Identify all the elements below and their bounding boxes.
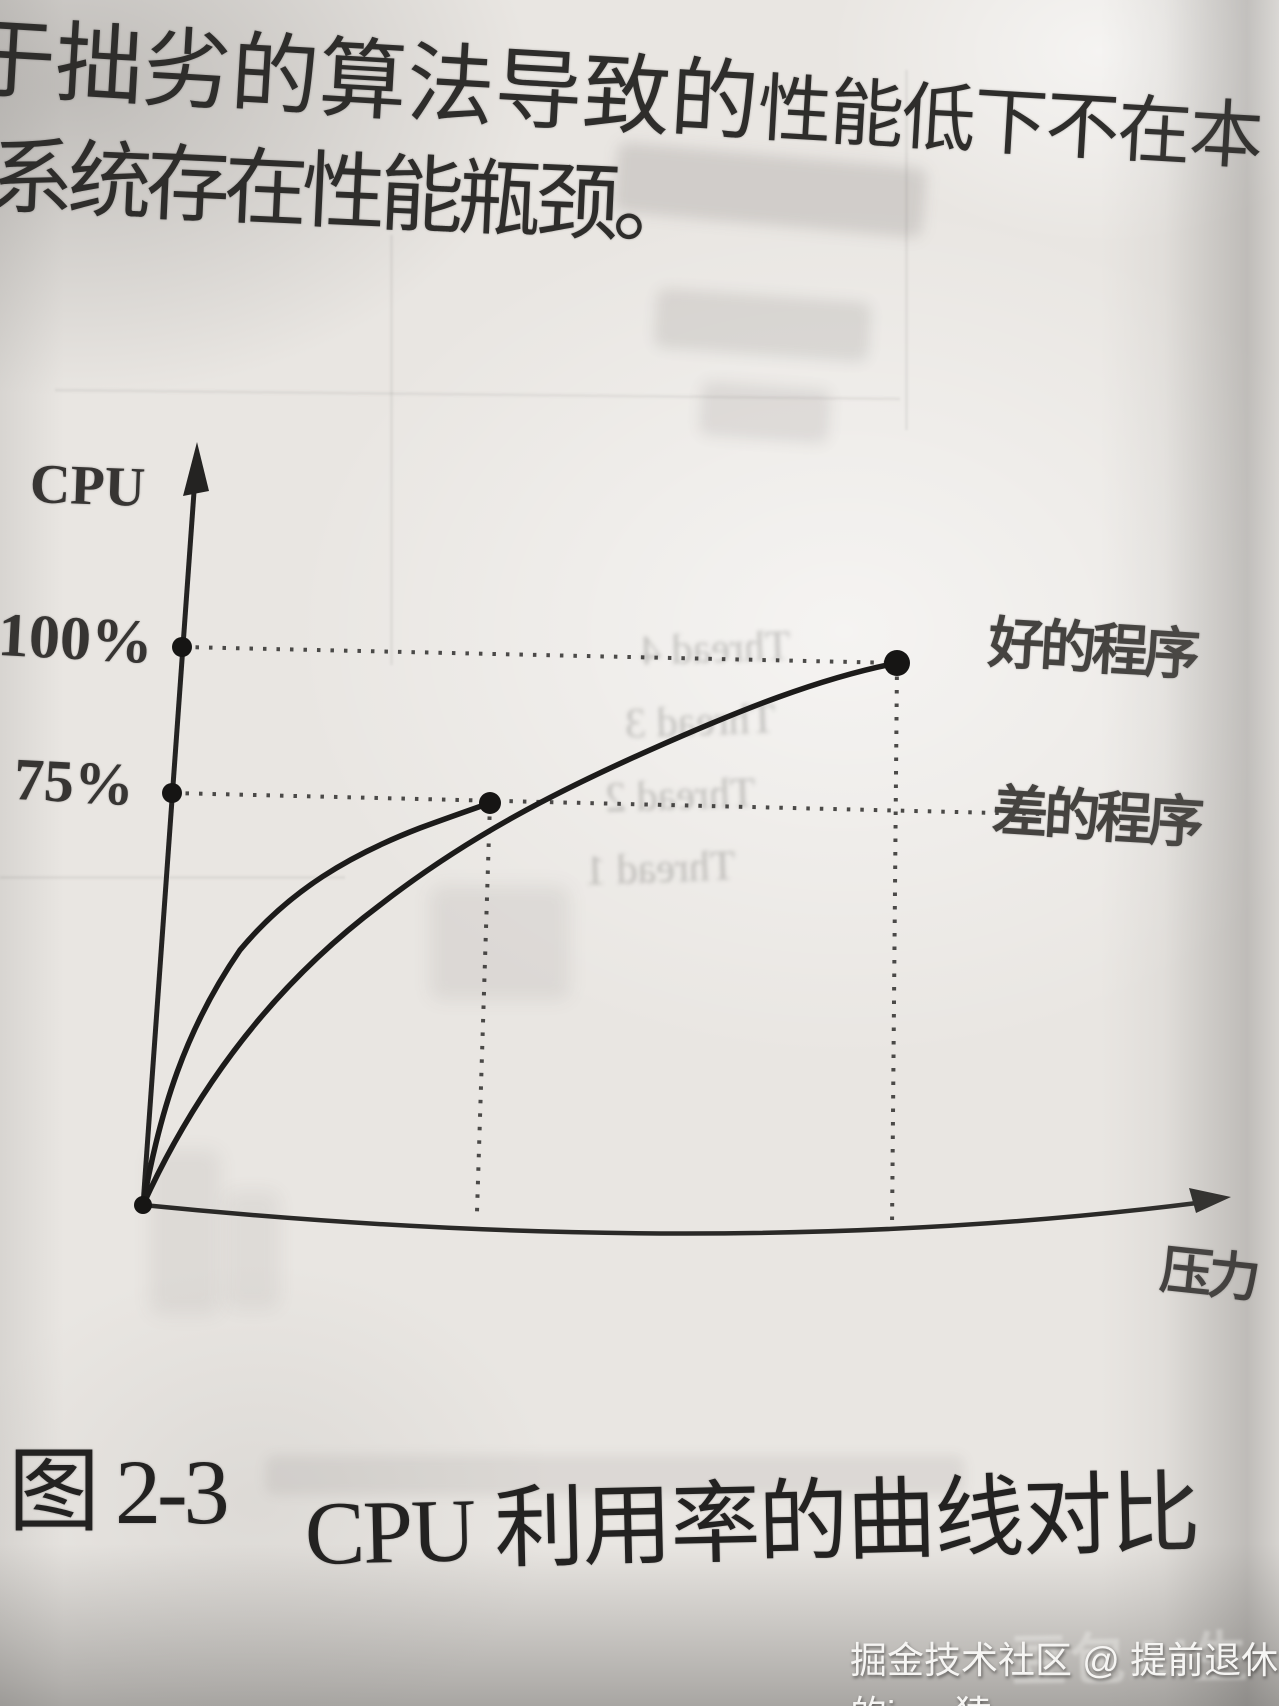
- tick-dot-100pct: [172, 637, 192, 657]
- dotted-drop-line-bad: [475, 802, 492, 1213]
- data-dots: [134, 637, 910, 1214]
- y-tick-label-75: 75%: [12, 745, 136, 819]
- figure-caption-number: 图 2-3: [8, 1441, 230, 1543]
- x-axis: [142, 1188, 1231, 1236]
- dotted-100pct-line: [181, 645, 898, 665]
- community-watermark: 掘金技术社区 @ 提前退休的java猿: [850, 1640, 1279, 1706]
- dotted-75pct-line: [171, 791, 1081, 817]
- x-axis-title: 压力: [1157, 1242, 1259, 1309]
- origin-dot: [134, 1196, 152, 1214]
- bad-program-curve: [140, 800, 493, 1208]
- good-program-curve: [140, 660, 900, 1208]
- bad-curve-end-dot: [479, 792, 501, 814]
- guide-dotted-lines: [171, 645, 1081, 1229]
- y-axis-title: CPU: [28, 453, 147, 519]
- tick-dot-75pct: [162, 783, 182, 803]
- dotted-drop-line-good: [890, 662, 899, 1229]
- good-curve-end-dot: [884, 650, 910, 676]
- x-axis-arrow-icon: [1189, 1188, 1231, 1213]
- series-label-bad-program: 差的程序: [990, 780, 1202, 856]
- y-tick-label-100: 100%: [0, 600, 155, 678]
- y-axis-arrow-icon: [183, 442, 209, 496]
- figure-caption-title: CPU 利用率的曲线对比: [303, 1464, 1200, 1584]
- y-axis: [140, 442, 209, 1206]
- series-label-good-program: 好的程序: [986, 612, 1198, 688]
